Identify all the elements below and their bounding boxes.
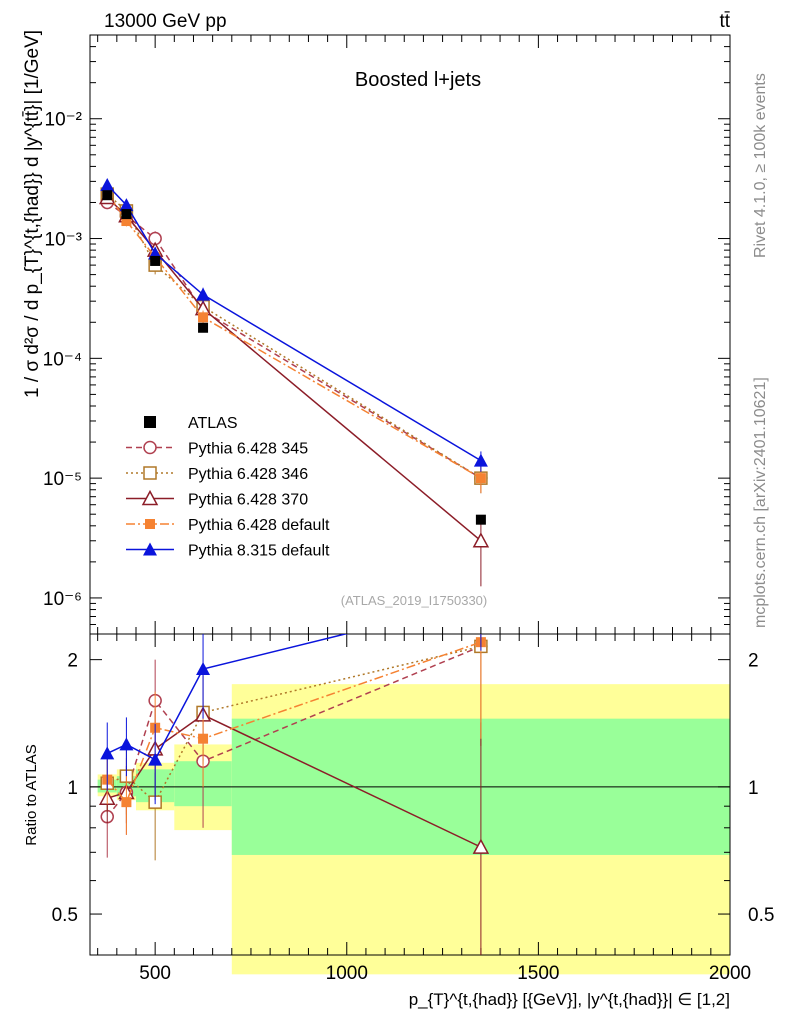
marker [475,514,486,525]
ratio-tick-label: 0.5 [52,905,78,926]
legend-label: Pythia 6.428 346 [188,466,308,483]
marker [198,312,209,323]
legend-label: Pythia 6.428 370 [188,492,308,509]
uncertainty-bands [97,684,731,975]
marker [100,746,115,760]
legend-label: ATLAS [188,415,238,432]
marker [198,733,209,744]
x-tick-label: 500 [139,963,171,984]
ratio-frame [89,633,731,956]
marker [102,190,113,201]
y-tick-label: 10⁻⁴ [43,349,82,370]
marker [198,322,209,333]
marker [196,287,211,301]
series-layer [98,177,490,955]
mcplots-credit: mcplots.cern.ch [arXiv:2401.10621] [752,377,769,628]
legend-label: Pythia 6.428 345 [188,441,308,458]
series-line [106,193,482,479]
marker [196,662,211,676]
marker [145,519,155,529]
marker [121,216,132,227]
ratio-line [106,645,482,818]
series-4-ratio [100,634,482,805]
series-line [106,201,482,479]
marker [150,255,161,266]
marker [121,209,132,220]
marker [119,198,134,212]
watermark: (ATLAS_2019_I1750330) [341,593,487,608]
ratio-axis-label: Ratio to ATLAS [23,744,40,845]
ratio-tick-label: 1 [67,778,78,799]
marker [472,532,490,548]
marker [121,797,132,808]
marker [143,440,157,455]
ratio-tick-label: 2 [67,651,78,672]
marker [143,466,157,480]
marker [119,737,134,751]
marker [141,489,159,506]
atlas-data [102,190,486,525]
legend: ATLAS Pythia 6.428 345 Pythia 6.428 346 Pyt… [126,415,330,560]
rivet-version-label: Rivet 4.1.0, ≥ 100k events [752,73,769,258]
x-axis-label: p_{T}^{t,{had}} [{GeV}], |y^{t,{had}}| ∈… [409,990,730,1009]
marker [473,453,488,467]
legend-label: Pythia 8.315 default [188,543,330,560]
marker [148,752,163,766]
plot-title: Boosted l+jets [355,69,481,91]
marker [475,473,486,484]
marker [100,177,115,191]
ratio-tick-label: 1 [748,778,759,799]
series-line [106,184,482,462]
series-line [106,192,482,479]
y-tick-label: 10⁻³ [45,230,83,251]
y-tick-label: 10⁻⁵ [43,469,82,490]
legend-label: Pythia 6.428 default [188,517,330,534]
x-tick-label: 1500 [517,963,559,984]
y-tick-label: 10⁻² [45,110,83,131]
marker [472,838,490,854]
energy-label: 13000 GeV pp [104,11,227,32]
y-tick-label: 10⁻⁶ [43,589,82,610]
plot-frames [89,34,731,956]
y-axis-label: 1 / σ d²σ / d p_{T}^{t,{had}} d |y^{tt̄}… [22,30,43,398]
series-4-main [100,177,488,472]
ratio-line [106,645,482,804]
process-label: tt̄ [719,11,730,32]
ratio-tick-label: 0.5 [748,905,774,926]
marker [144,416,156,428]
x-tick-label: 1000 [326,963,368,984]
ratio-tick-label: 2 [748,651,759,672]
x-tick-label: 2000 [709,963,751,984]
marker [143,542,157,556]
main-frame [89,34,731,635]
axis-ticks: 10⁻⁶ 10⁻⁵ 10⁻⁴ 10⁻³ 10⁻² 0.5 0.5 1 1 2 2 500 1000 150… [43,34,774,984]
